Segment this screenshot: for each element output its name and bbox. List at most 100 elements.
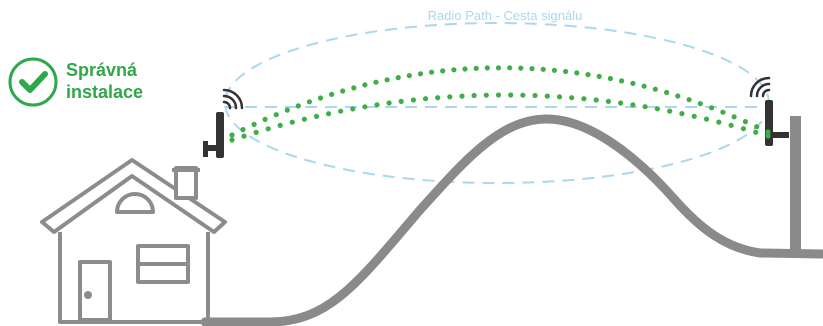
signal-dot (435, 95, 441, 101)
signal-dot (374, 102, 380, 108)
signal-dot (410, 97, 416, 103)
signal-dot (406, 73, 412, 79)
check-circle-icon (8, 57, 58, 107)
signal-dot (679, 111, 685, 117)
house (40, 158, 227, 324)
signal-dot (447, 94, 453, 100)
signal-dot (251, 121, 257, 127)
signal-dot (641, 83, 647, 89)
signal-dot (593, 97, 599, 103)
house-chimney (174, 166, 198, 200)
signal-dot (317, 95, 324, 101)
badge-label-line2: instalace (66, 82, 144, 102)
signal-dot (731, 114, 737, 120)
signal-dot (495, 65, 502, 71)
signal-dot (471, 92, 477, 99)
signal-dot (362, 104, 368, 110)
signal-path (229, 65, 771, 143)
signal-dot (652, 86, 658, 92)
signal-dot (289, 119, 295, 125)
signal-dot (667, 108, 673, 114)
house-door (78, 260, 112, 322)
signal-dot (518, 65, 524, 71)
signal-dot (520, 92, 526, 98)
signal-dot (697, 101, 703, 107)
signal-dot (229, 137, 235, 143)
signal-dot (277, 122, 283, 128)
signal-dot (605, 98, 612, 104)
signal-dot (284, 107, 290, 113)
signal-dot (273, 112, 279, 118)
signal-dot (384, 77, 390, 83)
signal-dot (495, 92, 502, 98)
signal-dot (765, 133, 771, 139)
signal-dot (574, 70, 580, 76)
signal-dot (484, 65, 490, 71)
signal-dot (664, 89, 670, 96)
signal-dot (362, 82, 368, 88)
radio-path-label: Radio Path - Cesta signálu (427, 8, 583, 23)
signal-dot (529, 66, 535, 72)
signal-dot (630, 80, 636, 86)
signal-dot (765, 129, 771, 135)
signal-dot (630, 102, 636, 108)
signal-dot (306, 99, 312, 105)
signal-dot (326, 111, 332, 117)
house-roof (40, 158, 227, 234)
signal-dot (253, 129, 259, 135)
signal-dot (386, 100, 392, 106)
signal-dot (483, 92, 489, 98)
correct-installation-badge: Správná instalace (6, 55, 186, 109)
signal-dot (440, 68, 446, 74)
signal-dot (350, 106, 356, 112)
signal-dot (532, 92, 538, 99)
signal-dot (395, 75, 401, 81)
signal-dot (373, 79, 379, 85)
left-antenna (203, 88, 244, 158)
signal-dot (262, 116, 268, 122)
remote-pole (790, 116, 801, 256)
signal-dot (429, 69, 435, 75)
signal-dot (716, 119, 722, 125)
signal-dot (619, 78, 625, 84)
signal-dot (351, 85, 357, 91)
signal-dot (753, 129, 759, 135)
terrain-hill (200, 114, 823, 326)
signal-dot (569, 95, 575, 101)
signal-dot (301, 116, 307, 122)
house-attic-window (115, 192, 155, 214)
signal-dot (581, 96, 587, 102)
signal-dot (422, 96, 429, 102)
badge-label-line1: Správná (66, 60, 138, 80)
signal-dot (654, 106, 661, 112)
signal-dot (544, 93, 550, 99)
signal-dot (240, 127, 246, 133)
signal-dot (720, 109, 726, 115)
signal-dot (642, 104, 648, 110)
left-signal-icon (222, 88, 244, 110)
signal-dot (585, 72, 591, 78)
signal-dot (742, 119, 749, 125)
signal-dot (451, 67, 457, 73)
signal-dot (607, 75, 614, 82)
signal-dot (551, 67, 558, 73)
signal-dot (703, 116, 710, 122)
signal-dot (340, 88, 346, 94)
house-door-knob (84, 291, 92, 299)
signal-dot (507, 65, 513, 71)
signal-dot (295, 103, 301, 109)
signal-dot (329, 91, 335, 97)
signal-dot (540, 66, 546, 72)
badge-label: Správná instalace (66, 59, 143, 103)
signal-dot (740, 126, 747, 132)
signal-dot (473, 65, 479, 71)
signal-dot (417, 71, 424, 77)
signal-dot (229, 132, 235, 138)
signal-dot (313, 113, 320, 119)
house-walls (58, 232, 210, 324)
signal-dot (241, 133, 247, 139)
signal-dot (459, 93, 465, 99)
signal-dot (596, 73, 602, 79)
